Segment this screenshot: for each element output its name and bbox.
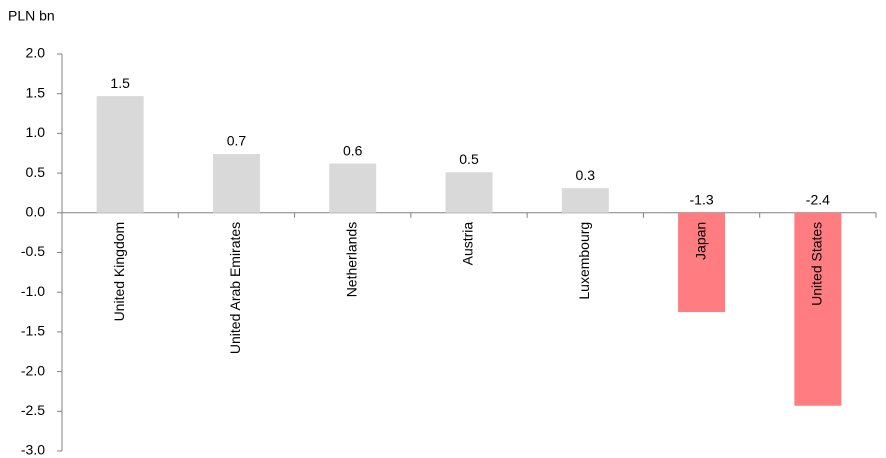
x-tick-label: United Kingdom <box>111 222 127 322</box>
bar <box>445 172 493 213</box>
y-tick-label: 2.0 <box>26 45 46 61</box>
bar <box>329 163 377 213</box>
x-tick-label: Luxembourg <box>576 222 592 300</box>
x-tick-label: United Arab Emirates <box>227 222 243 354</box>
y-tick-label: 1.5 <box>26 84 46 100</box>
bar <box>678 212 726 313</box>
x-tick-label: Netherlands <box>343 222 359 297</box>
bar <box>96 96 144 213</box>
value-label: -2.4 <box>806 192 830 208</box>
value-label: 0.6 <box>343 142 363 158</box>
bar <box>212 154 260 213</box>
y-axis-label: PLN bn <box>8 8 55 24</box>
value-label: 1.5 <box>110 75 130 91</box>
x-tick-label: Austria <box>460 222 476 266</box>
x-tick-label: United States <box>809 222 825 306</box>
bar <box>794 212 842 406</box>
y-tick-label: 0.0 <box>26 204 46 220</box>
y-tick-label: -2.0 <box>21 362 45 378</box>
value-label: 0.7 <box>227 133 247 149</box>
bar <box>561 188 609 213</box>
y-tick-label: -3.0 <box>21 442 45 458</box>
y-tick-label: -0.5 <box>21 243 45 259</box>
value-label: 0.3 <box>576 167 596 183</box>
y-tick-label: -1.5 <box>21 323 45 339</box>
x-tick-label: Japan <box>692 222 708 260</box>
y-tick-label: -2.5 <box>21 402 45 418</box>
y-tick-label: -1.0 <box>21 283 45 299</box>
value-label: 0.5 <box>459 151 479 167</box>
y-tick-label: 1.0 <box>26 124 46 140</box>
y-tick-label: 0.5 <box>26 164 46 180</box>
value-label: -1.3 <box>690 192 714 208</box>
